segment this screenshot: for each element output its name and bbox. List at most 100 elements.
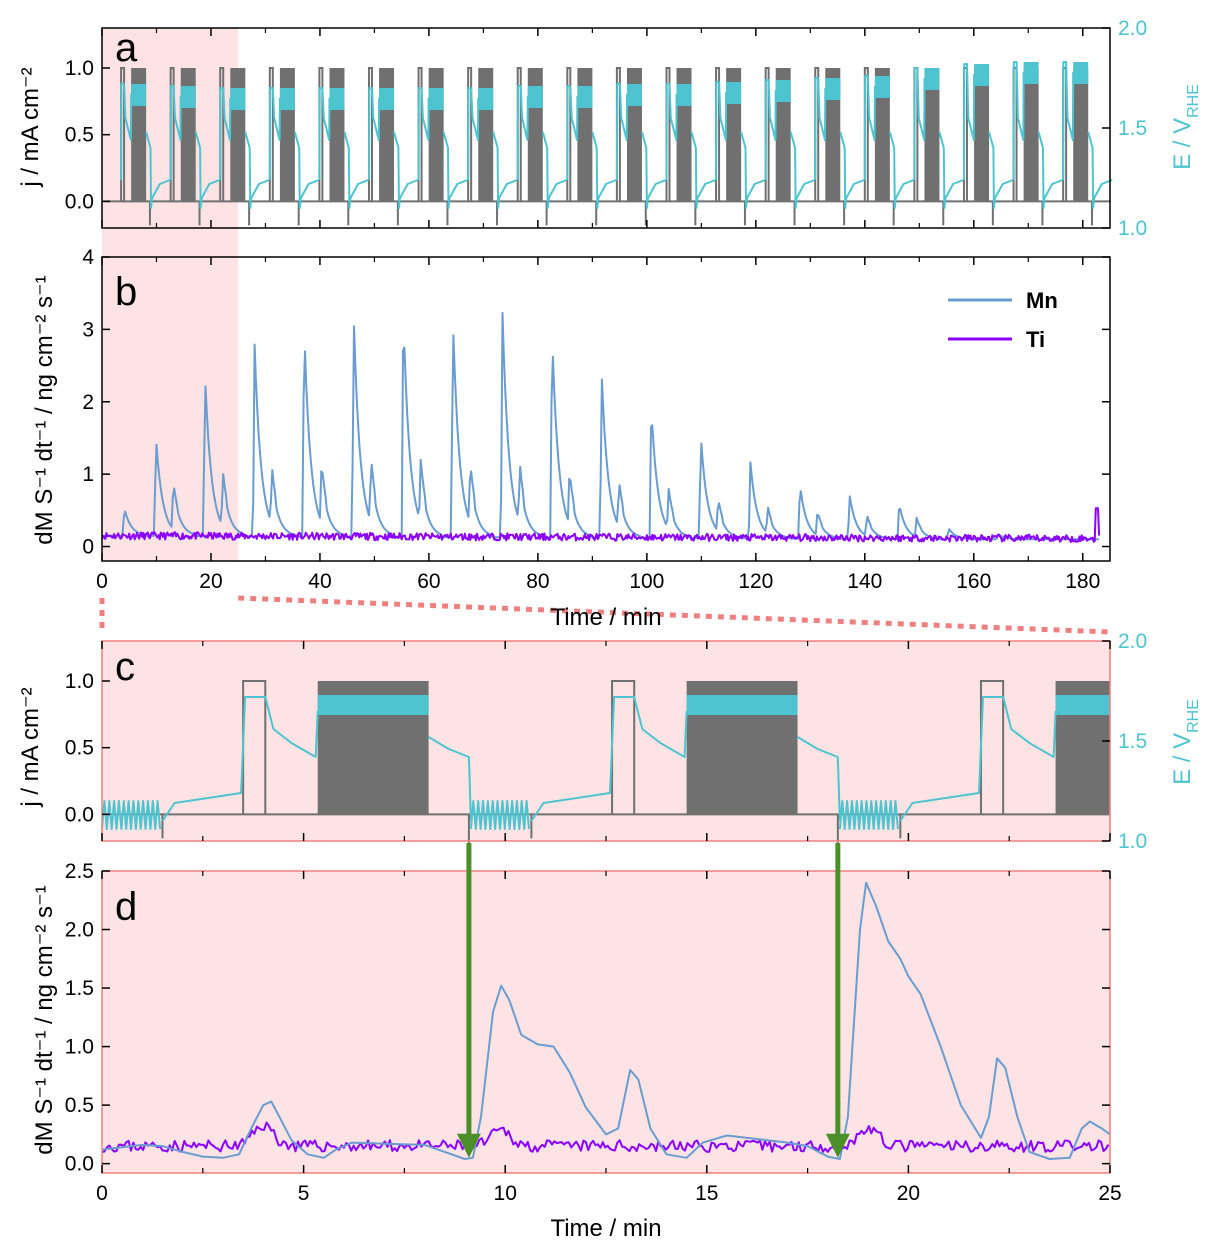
potential-band	[726, 82, 742, 104]
potential-line	[963, 63, 976, 181]
y-tick-label: 1	[82, 463, 94, 486]
potential-band	[974, 64, 990, 86]
panel-b-y-axis-label: dM S⁻¹ dt⁻¹ / ng cm⁻² s⁻¹	[31, 275, 58, 544]
legend-mn-label: Mn	[1026, 288, 1058, 313]
potential-line	[467, 87, 480, 181]
potential-line	[789, 131, 816, 209]
panel-c-tag: c	[115, 645, 135, 689]
potential-band	[775, 80, 791, 102]
potential-line	[428, 736, 472, 822]
y-tick-label: 0	[82, 536, 94, 559]
potential-line	[293, 131, 320, 209]
potential-band	[676, 84, 692, 106]
x-tick-label: 60	[417, 570, 440, 593]
potential-band	[317, 695, 429, 715]
current-block	[974, 68, 990, 202]
potential-line	[442, 131, 468, 209]
y-tick-label: 1.5	[65, 977, 94, 1000]
potential-line	[988, 131, 1014, 209]
panel-c: 0.0 0.5 1.0 1.0 1.5 2.0 c j / mA cm⁻² E / VRH…	[17, 630, 1202, 853]
panel-a-series	[102, 61, 1113, 226]
potential-line	[566, 85, 579, 181]
potential-band	[577, 86, 593, 108]
potential-line	[740, 131, 766, 209]
y-tick-label: 2.0	[65, 919, 94, 942]
panel-d-x-axis-label: Time / min	[550, 1215, 661, 1242]
mn-line	[101, 881, 1111, 1160]
y-tick-label: 0.5	[65, 124, 94, 147]
potential-line	[417, 87, 430, 181]
y-right-tick-label: 2.0	[1118, 630, 1147, 653]
potential-band	[686, 695, 798, 715]
x-tick-label: 180	[1065, 570, 1100, 593]
y-right-tick-label: 2.0	[1118, 17, 1147, 40]
current-block	[924, 68, 940, 202]
x-tick-label: 40	[308, 570, 331, 593]
potential-line	[219, 87, 232, 181]
panel-b-axes: 0 20 40 60 80 100 120 140 160 180 0 1 2 3 4	[82, 246, 1111, 593]
potential-band	[428, 88, 444, 110]
potential-band	[478, 88, 494, 110]
arrow-head	[456, 1133, 481, 1158]
panel-c-series	[101, 680, 1110, 844]
x-tick-label: 140	[847, 570, 882, 593]
x-tick-label: 25	[1098, 1182, 1121, 1205]
y-tick-label: 3	[82, 318, 94, 341]
potential-band	[626, 84, 642, 106]
potential-band	[329, 88, 345, 110]
y-tick-label: 0.5	[65, 737, 94, 760]
potential-line	[1037, 131, 1063, 209]
potential-line	[615, 83, 628, 181]
potential-line	[796, 736, 841, 822]
panel-a-tag: a	[115, 26, 138, 70]
plot-frame	[101, 27, 1111, 229]
y-tick-label: 1.0	[65, 1036, 94, 1059]
panel-a: 0.0 0.5 1.0 1.0 1.5 2.0 a j / mA cm⁻² E / VRH…	[17, 17, 1202, 240]
panel-b: 0 20 40 60 80 100 120 140 160 180 0 1 2 3 4 b dM S⁻¹ d…	[31, 246, 1111, 631]
potential-band	[825, 78, 841, 100]
x-tick-label: 15	[695, 1182, 718, 1205]
potential-line	[268, 87, 281, 181]
plot-frame	[101, 256, 1111, 562]
potential-line	[1087, 131, 1113, 209]
mn-line	[102, 311, 1100, 541]
potential-line	[665, 83, 678, 181]
x-tick-label: 100	[629, 570, 664, 593]
potential-band	[924, 68, 940, 90]
arrows	[456, 843, 850, 1158]
potential-line	[516, 85, 529, 181]
potential-line	[839, 131, 865, 209]
potential-line	[541, 131, 568, 209]
potential-line	[530, 696, 688, 822]
potential-line	[690, 131, 716, 209]
y-tick-label: 0.0	[65, 190, 94, 213]
potential-line	[492, 131, 518, 209]
panel-d-y-axis-label: dM S⁻¹ dt⁻¹ / ng cm⁻² s⁻¹	[31, 885, 58, 1154]
panel-d-tag: d	[115, 885, 137, 929]
potential-oscillation	[101, 800, 162, 830]
panel-a-left-axis-label: j / mA cm⁻²	[17, 67, 44, 187]
x-tick-label: 20	[199, 570, 222, 593]
panel-d-background	[102, 871, 1110, 1173]
panel-c-axes: 0.0 0.5 1.0 1.0 1.5 2.0	[65, 630, 1147, 853]
zoom-highlight	[99, 28, 1111, 1173]
y-tick-label: 2	[82, 391, 94, 414]
potential-oscillation	[469, 800, 530, 830]
panel-d: 0 5 10 15 20 25 0.0 0.5 1.0 1.5 2.0 2.5 d dM S⁻¹ dt…	[31, 860, 1122, 1242]
potential-line	[393, 131, 419, 209]
ti-line	[101, 507, 1101, 543]
panel-c-left-axis-label: j / mA cm⁻²	[17, 687, 44, 807]
potential-line	[641, 131, 667, 209]
potential-band	[1073, 62, 1089, 84]
y-right-tick-label: 1.0	[1118, 217, 1147, 240]
potential-line	[863, 75, 876, 181]
y-tick-label: 0.0	[65, 1153, 94, 1176]
panel-c-background	[102, 641, 1110, 841]
x-tick-label: 10	[494, 1182, 517, 1205]
potential-line	[715, 81, 728, 181]
potential-line	[913, 67, 926, 181]
potential-line	[591, 131, 617, 209]
y-right-tick-label: 1.0	[1118, 830, 1147, 853]
panel-b-x-axis-label: Time / min	[550, 604, 661, 631]
